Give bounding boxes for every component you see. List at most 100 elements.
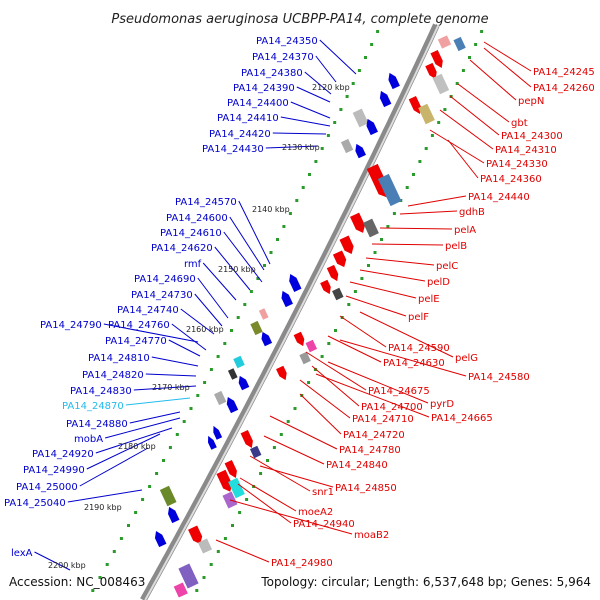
plus-track-tick <box>392 212 396 215</box>
plus-gene-label[interactable]: pelB <box>445 241 467 252</box>
plus-gene-label[interactable]: snr1 <box>312 487 334 498</box>
plus-gene-arrow <box>339 235 354 254</box>
plus-leader-line <box>327 335 382 363</box>
plus-gene-label[interactable]: PA14_24940 <box>293 519 355 530</box>
minus-track-tick <box>112 550 116 553</box>
plus-gene-label[interactable]: PA14_24580 <box>468 372 530 383</box>
minus-gene-label[interactable]: PA14_24350 <box>256 36 318 47</box>
plus-gene-label[interactable]: PA14_24260 <box>533 83 595 94</box>
plus-gene-label[interactable]: PA14_24245 <box>533 67 595 78</box>
plus-gene-label[interactable]: pepN <box>518 96 544 107</box>
minus-gene-label[interactable]: PA14_24610 <box>160 228 222 239</box>
plus-gene-label[interactable]: pelE <box>418 294 440 305</box>
plus-leader-line <box>269 415 338 450</box>
plus-track-tick <box>223 537 227 540</box>
plus-gene-label[interactable]: PA14_24980 <box>271 558 333 569</box>
plus-gene-label[interactable]: PA14_24675 <box>368 386 430 397</box>
minus-gene-label[interactable]: PA14_24880 <box>66 419 128 430</box>
plus-gene-label[interactable]: PA14_24360 <box>480 174 542 185</box>
minus-gene-label[interactable]: PA14_24920 <box>32 449 94 460</box>
plus-gene-label[interactable]: moaB2 <box>354 530 389 541</box>
plus-gene-label[interactable]: pelF <box>408 312 429 323</box>
plus-gene-label[interactable]: pelG <box>455 353 478 364</box>
minus-gene-label[interactable]: PA14_24770 <box>105 336 167 347</box>
plus-gene-arrow <box>408 95 422 114</box>
plus-gene-label[interactable]: PA14_24780 <box>339 445 401 456</box>
minus-track-tick <box>249 290 253 293</box>
plus-gene-label[interactable]: PA14_24710 <box>352 414 414 425</box>
gene-block <box>305 339 318 353</box>
minus-gene-label[interactable]: PA14_24990 <box>23 465 85 476</box>
minus-gene-arrow <box>154 530 167 548</box>
minus-gene-label[interactable]: PA14_24600 <box>166 213 228 224</box>
plus-gene-label[interactable]: PA14_24330 <box>486 159 548 170</box>
minus-leader-line <box>194 293 223 327</box>
minus-leader-line <box>79 447 149 487</box>
minus-gene-label[interactable]: PA14_24390 <box>233 83 295 94</box>
minus-gene-label[interactable]: rmf <box>184 259 202 270</box>
plus-gene-arrow <box>224 459 237 478</box>
minus-gene-label[interactable]: PA14_24370 <box>252 52 314 63</box>
minus-gene-label[interactable]: PA14_24620 <box>151 243 213 254</box>
plus-leader-line <box>229 499 353 535</box>
kbp-tick-label: 2140 kbp <box>252 205 290 214</box>
plus-gene-label[interactable]: gbt <box>511 118 528 129</box>
minus-track-tick <box>243 303 247 306</box>
gene-block <box>227 368 238 380</box>
minus-gene-label[interactable]: PA14_25040 <box>4 498 66 509</box>
kbp-tick-label: 2180 kbp <box>118 442 156 451</box>
minus-track-tick <box>357 69 361 72</box>
minus-gene-label[interactable]: PA14_24820 <box>82 370 144 381</box>
minus-gene-label[interactable]: PA14_24740 <box>117 305 179 316</box>
plus-gene-label[interactable]: PA14_24850 <box>335 483 397 494</box>
plus-gene-label[interactable]: PA14_24440 <box>468 192 530 203</box>
plus-gene-label[interactable]: gdhB <box>459 207 485 218</box>
minus-track-tick <box>98 576 102 579</box>
minus-gene-label[interactable]: PA14_24420 <box>209 129 271 140</box>
minus-leader-line <box>168 339 201 357</box>
minus-leader-line <box>280 116 331 127</box>
minus-leader-line <box>125 397 191 406</box>
plus-track-tick <box>347 303 351 306</box>
plus-gene-label[interactable]: PA14_24310 <box>495 145 557 156</box>
minus-track-tick <box>308 173 311 176</box>
plus-gene-label[interactable]: pelA <box>454 225 476 236</box>
minus-gene-label[interactable]: PA14_24810 <box>88 353 150 364</box>
kbp-tick-label: 2200 kbp <box>48 561 86 570</box>
plus-gene-label[interactable]: moeA2 <box>298 507 333 518</box>
minus-track-tick <box>175 433 179 436</box>
plus-gene-label[interactable]: PA14_24590 <box>388 343 450 354</box>
plus-gene-label[interactable]: PA14_24665 <box>431 413 493 424</box>
minus-gene-label[interactable]: PA14_24830 <box>70 386 132 397</box>
minus-gene-label[interactable]: PA14_24760 <box>108 320 170 331</box>
minus-gene-label[interactable]: PA14_24410 <box>217 113 279 124</box>
topology-text: Topology: circular; Length: 6,537,648 bp… <box>260 575 591 589</box>
minus-gene-label[interactable]: PA14_24730 <box>131 290 193 301</box>
minus-gene-label[interactable]: PA14_24870 <box>62 401 124 412</box>
plus-gene-label[interactable]: PA14_24840 <box>326 460 388 471</box>
plus-gene-label[interactable]: PA14_24630 <box>383 358 445 369</box>
gene-block <box>418 103 435 125</box>
plus-gene-label[interactable]: PA14_24720 <box>343 430 405 441</box>
minus-gene-label[interactable]: PA14_24400 <box>227 98 289 109</box>
minus-gene-label[interactable]: PA14_24690 <box>134 274 196 285</box>
minus-leader-line <box>229 216 265 271</box>
plus-gene-label[interactable]: pelD <box>427 277 450 288</box>
minus-gene-label[interactable]: PA14_24430 <box>202 144 264 155</box>
plus-gene-label[interactable]: pyrD <box>430 399 454 410</box>
minus-gene-label[interactable]: PA14_25000 <box>16 482 78 493</box>
plus-track-tick <box>412 173 415 176</box>
minus-gene-label[interactable]: PA14_24790 <box>40 320 102 331</box>
plus-gene-label[interactable]: PA14_24700 <box>361 402 423 413</box>
minus-leader-line <box>129 411 181 424</box>
minus-gene-label[interactable]: mobA <box>74 434 103 445</box>
minus-gene-label[interactable]: lexA <box>11 548 33 559</box>
plus-gene-label[interactable]: pelC <box>436 261 458 272</box>
minus-gene-label[interactable]: PA14_24380 <box>241 68 303 79</box>
plus-gene-label[interactable]: PA14_24300 <box>501 131 563 142</box>
minus-gene-label[interactable]: PA14_24570 <box>175 197 237 208</box>
minus-track-tick <box>301 186 305 189</box>
kbp-tick-label: 2190 kbp <box>84 503 122 512</box>
minus-gene-arrow <box>388 72 400 90</box>
plus-track-tick <box>468 56 471 59</box>
